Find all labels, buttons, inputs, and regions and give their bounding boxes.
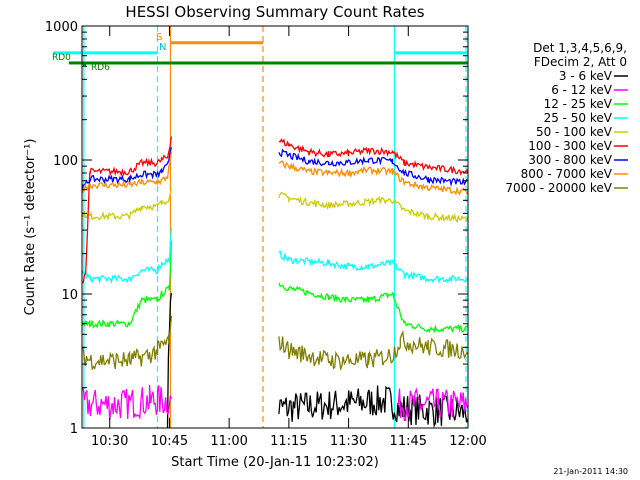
- legend-label-3: 25 - 50 keV: [544, 111, 613, 125]
- x-tick-label-1: 10:45: [151, 434, 188, 449]
- vertical-markers: [83, 26, 467, 428]
- series-lines: [81, 136, 469, 429]
- series-0-segment-1: [278, 385, 469, 428]
- rd6-mark: [83, 64, 86, 67]
- series-1-segment-0: [81, 384, 173, 420]
- x-tick-label-0: 10:30: [91, 434, 128, 449]
- footer-date: 21-Jan-2011 14:30: [553, 467, 628, 476]
- legend-label-0: 3 - 6 keV: [559, 69, 613, 83]
- legend-label-4: 50 - 100 keV: [536, 125, 613, 139]
- legend-label-5: 100 - 300 keV: [528, 139, 612, 153]
- legend-label-1: 6 - 12 keV: [551, 83, 613, 97]
- x-tick-label-3: 11:15: [270, 434, 307, 449]
- series-4-segment-1: [278, 191, 469, 224]
- series-1-segment-1: [397, 387, 469, 421]
- rd6-label: RD6: [91, 63, 110, 73]
- series-6-segment-1: [278, 148, 469, 188]
- legend: Det 1,3,4,5,6,9, FDecim 2, Att 0 3 - 6 k…: [505, 41, 628, 195]
- legend-label-2: 12 - 25 keV: [544, 97, 613, 111]
- axes: 1 10 100 1000 10:30 10:45 11:00 11:15 11:30 11:45…: [45, 20, 487, 449]
- y-tick-label-2: 100: [53, 154, 78, 169]
- series-5-segment-0: [81, 136, 173, 284]
- series-5-segment-1: [278, 138, 469, 176]
- chart-title: HESSI Observing Summary Count Rates: [125, 3, 424, 21]
- x-tick-label-4: 11:30: [330, 434, 367, 449]
- series-4-segment-0: [81, 188, 173, 222]
- y-axis-label: Count Rate (s⁻¹ detector⁻¹): [23, 139, 38, 316]
- series-8-segment-1: [278, 329, 469, 372]
- x-tick-label-6: 12:00: [449, 434, 486, 449]
- plot-frame: [81, 25, 469, 429]
- series-3-segment-0: [81, 227, 173, 285]
- x-axis-label: Start Time (20-Jan-11 10:23:02): [171, 455, 379, 470]
- y-tick-label-1: 10: [61, 288, 78, 303]
- series-3-segment-1: [278, 250, 469, 284]
- rd0-label: RD0: [52, 53, 71, 63]
- s-flag-label: S: [156, 32, 162, 43]
- legend-label-7: 800 - 7000 keV: [521, 167, 613, 181]
- series-8-segment-0: [81, 315, 173, 370]
- series-2-segment-0: [81, 240, 173, 329]
- legend-label-6: 300 - 800 keV: [528, 153, 612, 167]
- n-flag-label: N: [159, 42, 166, 53]
- legend-header-line-1: Det 1,3,4,5,6,9,: [533, 41, 627, 55]
- y-tick-label-3: 1000: [45, 20, 78, 35]
- series-7-segment-1: [278, 160, 469, 196]
- legend-header-line-2: FDecim 2, Att 0: [534, 55, 627, 69]
- series-6-segment-0: [81, 147, 173, 194]
- series-2-segment-1: [278, 282, 469, 334]
- y-tick-label-0: 1: [70, 422, 78, 437]
- x-tick-label-2: 11:00: [210, 434, 247, 449]
- legend-label-8: 7000 - 20000 keV: [505, 181, 612, 195]
- x-tick-label-5: 11:45: [390, 434, 427, 449]
- series-7-segment-0: [81, 151, 173, 194]
- state-flags: [53, 41, 468, 65]
